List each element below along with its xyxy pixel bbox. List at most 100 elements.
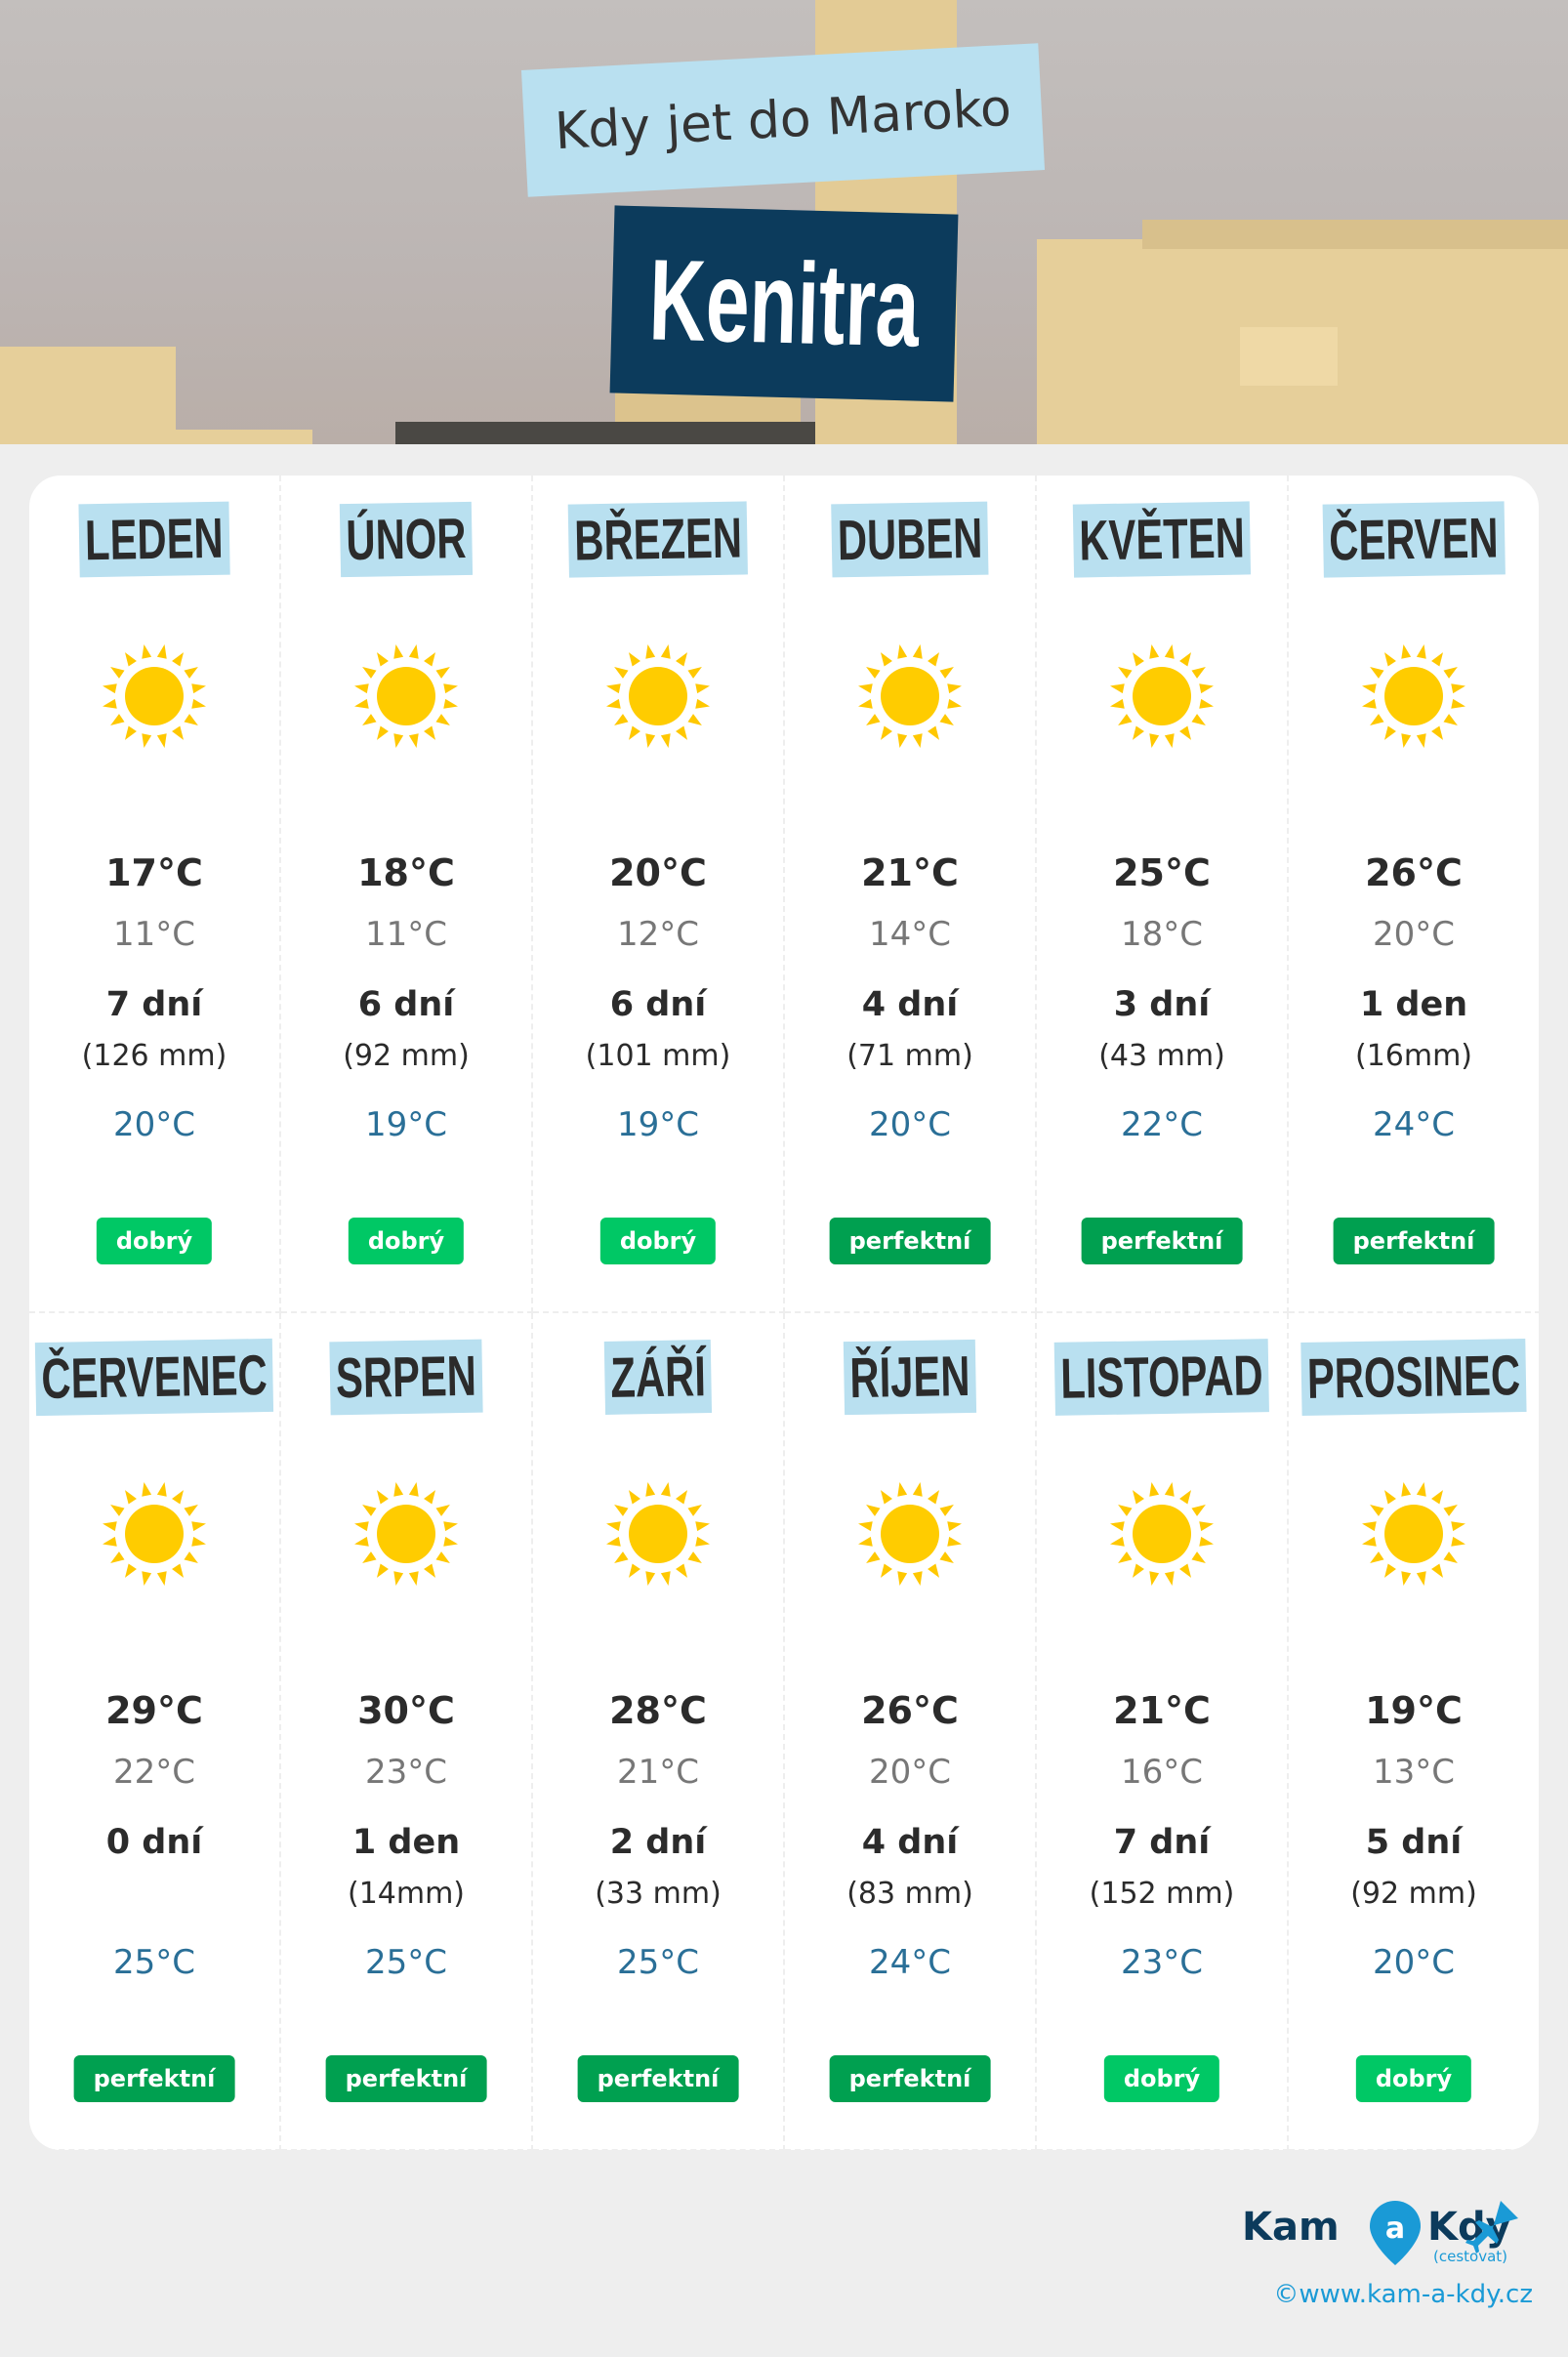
subtitle-label: Kdy jet do Maroko bbox=[520, 43, 1046, 197]
sea-temp: 24°C bbox=[1372, 1105, 1455, 1144]
min-temp: 11°C bbox=[112, 915, 195, 954]
month-cell: ZÁŘÍ 28°C 21°C 2 dní (33 mm) 25°C perfek… bbox=[533, 1313, 785, 2150]
month-cell: LISTOPAD 21°C 16°C 7 dní (152 mm) 23°C d… bbox=[1037, 1313, 1289, 2150]
month-name: LISTOPAD bbox=[1053, 1339, 1270, 1416]
min-temp: 16°C bbox=[1120, 1753, 1203, 1792]
month-cell: LEDEN 17°C 11°C 7 dní (126 mm) 20°C dobr… bbox=[29, 476, 281, 1313]
month-cell: DUBEN 21°C 14°C 4 dní (71 mm) 20°C perfe… bbox=[785, 476, 1037, 1313]
min-temp: 11°C bbox=[364, 915, 447, 954]
rating-badge: perfektní bbox=[325, 2055, 487, 2102]
header-photo: Kdy jet do Maroko Kenitra bbox=[0, 0, 1568, 444]
max-temp: 25°C bbox=[1113, 851, 1211, 894]
max-temp: 30°C bbox=[357, 1689, 455, 1732]
sun-icon bbox=[1107, 641, 1217, 751]
sun-icon bbox=[1359, 641, 1468, 751]
sun-icon bbox=[1359, 1479, 1468, 1589]
airplane-icon bbox=[1465, 2201, 1518, 2254]
rating-badge: dobrý bbox=[599, 1218, 717, 1264]
rain-mm: (16mm) bbox=[1354, 1039, 1473, 1073]
min-temp: 14°C bbox=[868, 915, 951, 954]
month-name: BŘEZEN bbox=[567, 501, 749, 578]
month-name-text: BŘEZEN bbox=[573, 506, 743, 573]
max-temp: 21°C bbox=[861, 851, 959, 894]
min-temp: 23°C bbox=[364, 1753, 447, 1792]
sun-icon bbox=[351, 641, 461, 751]
logo-sub: (cestovat) bbox=[1433, 2248, 1507, 2265]
month-name-text: LISTOPAD bbox=[1059, 1344, 1264, 1411]
rain-mm: (33 mm) bbox=[595, 1877, 722, 1911]
month-name: DUBEN bbox=[831, 501, 989, 578]
sea-temp: 24°C bbox=[868, 1943, 951, 1982]
website-link[interactable]: ©www.kam-a-kdy.cz bbox=[1273, 2280, 1533, 2309]
month-name-text: ČERVENEC bbox=[40, 1343, 268, 1412]
min-temp: 13°C bbox=[1372, 1753, 1455, 1792]
rain-mm: (126 mm) bbox=[81, 1039, 227, 1073]
sun-icon bbox=[603, 1479, 713, 1589]
month-cell: ČERVEN 26°C 20°C 1 den (16mm) 24°C perfe… bbox=[1289, 476, 1539, 1313]
rating-badge: perfektní bbox=[73, 2055, 235, 2102]
rain-days: 4 dní bbox=[861, 985, 959, 1024]
rain-days: 6 dní bbox=[609, 985, 707, 1024]
rain-days: 1 den bbox=[1359, 985, 1468, 1024]
sun-icon bbox=[855, 1479, 965, 1589]
min-temp: 12°C bbox=[616, 915, 699, 954]
sea-temp: 25°C bbox=[364, 1943, 447, 1982]
max-temp: 18°C bbox=[357, 851, 455, 894]
rating-badge: dobrý bbox=[348, 1218, 465, 1264]
month-name: ÚNOR bbox=[339, 501, 474, 578]
month-name-text: DUBEN bbox=[837, 506, 983, 573]
rating-badge: dobrý bbox=[96, 1218, 213, 1264]
max-temp: 20°C bbox=[609, 851, 707, 894]
max-temp: 17°C bbox=[105, 851, 203, 894]
rain-days: 0 dní bbox=[105, 1823, 203, 1862]
rating-badge: perfektní bbox=[1081, 1218, 1243, 1264]
city-title-text: Kenitra bbox=[647, 235, 921, 372]
rating-badge: perfektní bbox=[829, 2055, 991, 2102]
month-name: ČERVENEC bbox=[34, 1338, 274, 1417]
sea-temp: 19°C bbox=[616, 1105, 699, 1144]
month-cell: SRPEN 30°C 23°C 1 den (14mm) 25°C perfek… bbox=[281, 1313, 533, 2150]
sea-temp: 23°C bbox=[1120, 1943, 1203, 1982]
min-temp: 21°C bbox=[616, 1753, 699, 1792]
month-cell: BŘEZEN 20°C 12°C 6 dní (101 mm) 19°C dob… bbox=[533, 476, 785, 1313]
rating-badge: perfektní bbox=[829, 1218, 991, 1264]
sea-temp: 22°C bbox=[1120, 1105, 1203, 1144]
sun-icon bbox=[100, 1479, 209, 1589]
rain-days: 2 dní bbox=[609, 1823, 707, 1862]
logo-kam: Kam bbox=[1242, 2205, 1340, 2250]
min-temp: 20°C bbox=[868, 1753, 951, 1792]
month-cell: ŘÍJEN 26°C 20°C 4 dní (83 mm) 24°C perfe… bbox=[785, 1313, 1037, 2150]
subtitle-text: Kdy jet do Maroko bbox=[553, 78, 1013, 162]
sea-temp: 20°C bbox=[1372, 1943, 1455, 1982]
month-name-text: ČERVEN bbox=[1328, 506, 1500, 573]
month-name: ZÁŘÍ bbox=[603, 1340, 713, 1415]
month-name: ČERVEN bbox=[1322, 501, 1506, 578]
month-cell: PROSINEC 19°C 13°C 5 dní (92 mm) 20°C do… bbox=[1289, 1313, 1539, 2150]
rain-mm: (71 mm) bbox=[846, 1039, 973, 1073]
rain-days: 7 dní bbox=[105, 985, 203, 1024]
rain-mm: (83 mm) bbox=[846, 1877, 973, 1911]
min-temp: 18°C bbox=[1120, 915, 1203, 954]
month-name-text: SRPEN bbox=[335, 1344, 477, 1411]
max-temp: 21°C bbox=[1113, 1689, 1211, 1732]
min-temp: 22°C bbox=[112, 1753, 195, 1792]
rain-days: 6 dní bbox=[357, 985, 455, 1024]
sea-temp: 25°C bbox=[112, 1943, 195, 1982]
month-name: ŘÍJEN bbox=[843, 1339, 977, 1416]
max-temp: 19°C bbox=[1365, 1689, 1463, 1732]
rain-days: 4 dní bbox=[861, 1823, 959, 1862]
rain-mm: (14mm) bbox=[347, 1877, 466, 1911]
rain-mm: (92 mm) bbox=[343, 1039, 470, 1073]
rating-badge: dobrý bbox=[1355, 2055, 1472, 2102]
rating-badge: perfektní bbox=[577, 2055, 739, 2102]
month-cell: ČERVENEC 29°C 22°C 0 dní 25°C perfektní bbox=[29, 1313, 281, 2150]
rain-mm: (152 mm) bbox=[1089, 1877, 1235, 1911]
rating-badge: dobrý bbox=[1103, 2055, 1220, 2102]
city-title: Kenitra bbox=[609, 205, 959, 402]
month-name-text: ZÁŘÍ bbox=[609, 1344, 707, 1410]
rain-days: 1 den bbox=[351, 1823, 461, 1862]
max-temp: 26°C bbox=[861, 1689, 959, 1732]
rain-mm: (43 mm) bbox=[1098, 1039, 1225, 1073]
rain-mm: (101 mm) bbox=[585, 1039, 731, 1073]
month-name-text: ŘÍJEN bbox=[848, 1344, 970, 1411]
